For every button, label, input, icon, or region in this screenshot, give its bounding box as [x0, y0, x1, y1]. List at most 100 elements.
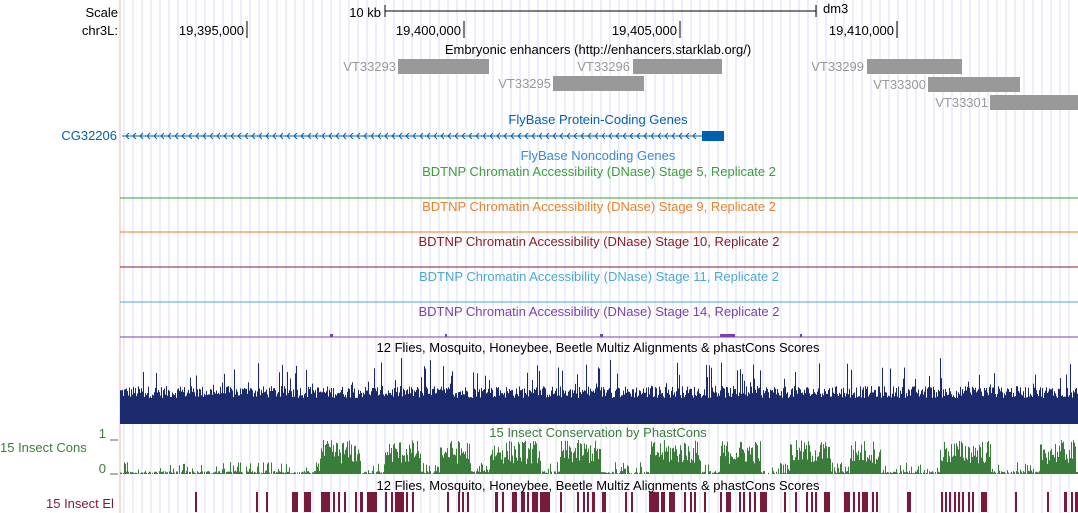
phastcons-bar [402, 454, 403, 474]
phastcons-bar [914, 473, 915, 474]
multiz-bar [602, 396, 603, 424]
phastcons-bar [720, 456, 721, 474]
phastcons-bar [864, 441, 865, 474]
multiz-bar [822, 393, 823, 424]
multiz-bar [353, 392, 354, 424]
protein-coding-genes-title[interactable]: FlyBase Protein-Coding Genes [508, 112, 688, 127]
phastcons-bar [207, 471, 208, 474]
phastcons-bar [895, 472, 896, 474]
multiz-bar [796, 390, 797, 424]
conserved-element [587, 492, 589, 512]
phastcons-bar [653, 443, 654, 474]
multiz-bar [766, 387, 767, 424]
phastcons-bar [330, 447, 331, 474]
multiz-bar [169, 391, 170, 424]
phastcons-bar [723, 452, 724, 474]
dnase-stage10-title[interactable]: BDTNP Chromatin Accessibility (DNase) St… [418, 234, 780, 249]
multiz-bar [863, 387, 864, 424]
phastcons-bar [530, 442, 531, 474]
noncoding-genes-title[interactable]: FlyBase Noncoding Genes [520, 148, 676, 163]
phastcons-bar [132, 472, 133, 474]
multiz-bar [939, 391, 940, 424]
phastcons-bar [858, 450, 859, 474]
gene-name-label[interactable]: CG32206 [61, 128, 117, 143]
phastcons-track-title[interactable]: 15 Insect Conservation by PhastCons [489, 425, 707, 440]
phastcons-bar [702, 471, 703, 474]
phastcons-bar [813, 461, 814, 474]
multiz-bar [855, 397, 856, 424]
elements-track-title[interactable]: 12 Flies, Mosquito, Honeybee, Beetle Mul… [376, 478, 820, 493]
phastcons-bar [177, 471, 178, 474]
multiz-bar [389, 392, 390, 424]
phastcons-bar [960, 456, 961, 474]
multiz-bar [755, 389, 756, 424]
conserved-element [941, 492, 943, 512]
phastcons-bar [801, 440, 802, 474]
conserved-element [577, 492, 579, 512]
phastcons-bar [324, 455, 325, 474]
multiz-bar [823, 395, 824, 424]
multiz-bar [385, 393, 386, 424]
phastcons-bar [355, 445, 356, 474]
phastcons-bar [991, 471, 992, 474]
multiz-bar [601, 387, 602, 424]
multiz-bar [310, 386, 311, 424]
multiz-bar [387, 395, 388, 424]
multiz-bar [328, 396, 329, 424]
multiz-bar [379, 394, 380, 424]
phastcons-bar [240, 462, 241, 474]
phastcons-bar [488, 472, 489, 474]
phastcons-bar [404, 455, 405, 474]
phastcons-bar [787, 465, 788, 474]
multiz-bar [717, 396, 718, 424]
conserved-element [684, 492, 686, 512]
phastcons-bar [501, 459, 502, 474]
dnase-stage14-title[interactable]: BDTNP Chromatin Accessibility (DNase) St… [418, 304, 780, 319]
enhancer-label: VT33296 [577, 59, 630, 74]
elements-side-label[interactable]: 15 Insect El [46, 496, 114, 511]
conserved-element [602, 492, 606, 512]
phastcons-bar [994, 471, 995, 474]
multiz-bar [1074, 392, 1075, 424]
multiz-bar [1034, 387, 1035, 424]
phastcons-bar [913, 472, 914, 474]
phastcons-bar [860, 452, 861, 474]
multiz-bar [186, 395, 187, 424]
phastcons-bar [822, 458, 823, 474]
phastcons-bar [772, 467, 773, 474]
phastcons-side-label[interactable]: 15 Insect Cons [0, 440, 87, 455]
phastcons-bar [834, 467, 835, 474]
multiz-bar [231, 388, 232, 424]
phastcons-bar [730, 453, 731, 474]
multiz-track-title[interactable]: 12 Flies, Mosquito, Honeybee, Beetle Mul… [376, 340, 820, 355]
multiz-bar [474, 388, 475, 424]
phastcons-bar [458, 441, 459, 474]
phastcons-bar [722, 441, 723, 474]
multiz-bar [672, 386, 673, 424]
multiz-bar [644, 392, 645, 424]
dnase-stage5-title[interactable]: BDTNP Chromatin Accessibility (DNase) St… [422, 164, 776, 179]
enhancers-track-title[interactable]: Embryonic enhancers (http://enhancers.st… [444, 42, 752, 57]
phastcons-bar [306, 467, 307, 474]
phastcons-bar [1060, 451, 1061, 474]
multiz-bar [649, 394, 650, 424]
multiz-bar [411, 387, 412, 424]
dnase-stage11-title[interactable]: BDTNP Chromatin Accessibility (DNase) St… [418, 269, 780, 284]
multiz-bar [873, 392, 874, 424]
multiz-bar [179, 390, 180, 424]
phastcons-bar [692, 460, 693, 474]
phastcons-bar [726, 445, 727, 474]
multiz-bar [704, 389, 705, 424]
multiz-bar [402, 396, 403, 424]
multiz-bar [420, 391, 421, 424]
multiz-bar [137, 393, 138, 424]
dnase-stage9-title[interactable]: BDTNP Chromatin Accessibility (DNase) St… [422, 199, 776, 214]
multiz-bar [879, 386, 880, 424]
multiz-bar [502, 393, 503, 424]
phastcons-bar [567, 440, 568, 474]
phastcons-bar [761, 472, 762, 474]
phastcons-bar [974, 455, 975, 474]
multiz-bar [511, 390, 512, 424]
strand-arrow [587, 132, 592, 140]
